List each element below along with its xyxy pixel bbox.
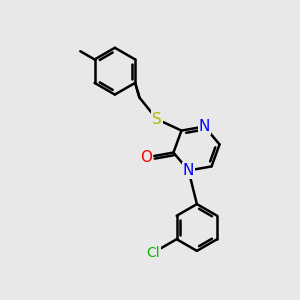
Text: N: N	[199, 119, 210, 134]
Text: S: S	[152, 112, 162, 127]
Text: Cl: Cl	[146, 246, 160, 260]
Text: O: O	[140, 150, 152, 165]
Text: N: N	[183, 163, 194, 178]
